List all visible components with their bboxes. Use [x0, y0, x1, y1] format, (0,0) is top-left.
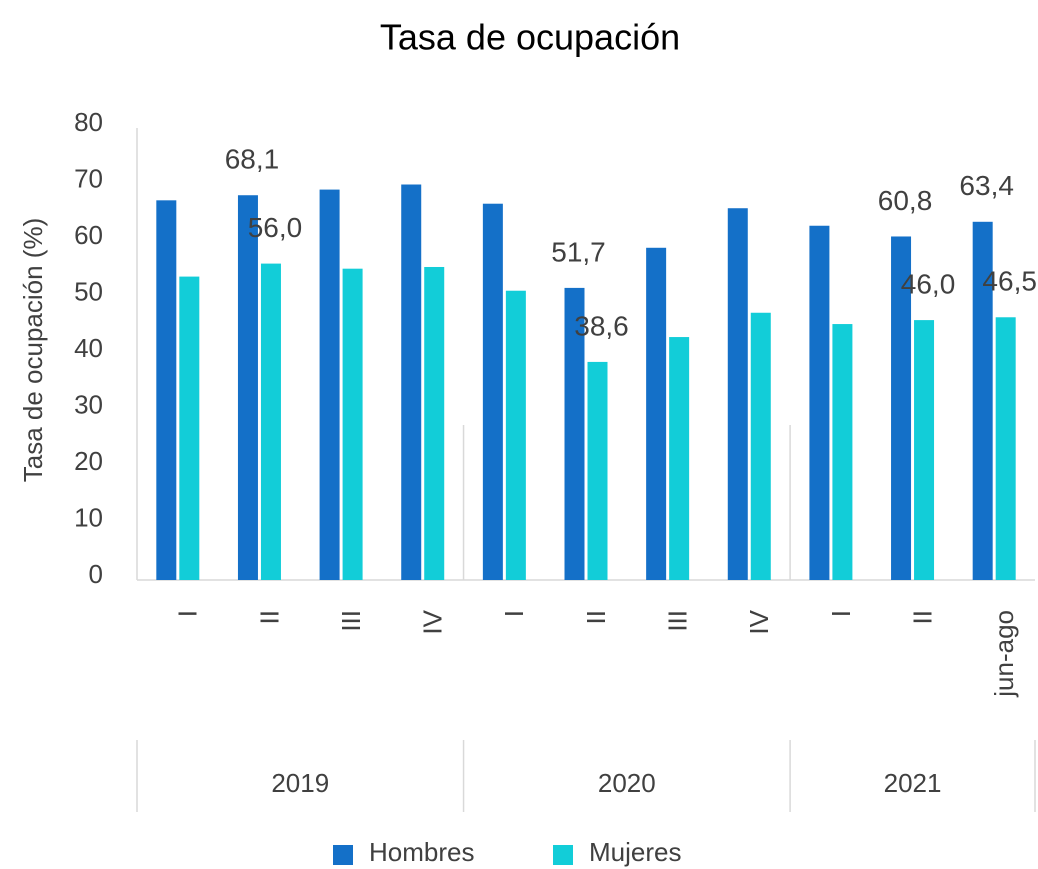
- x-tick-label: I: [173, 610, 203, 617]
- data-label: 56,0: [248, 212, 303, 243]
- y-tick-label: 10: [74, 502, 103, 532]
- y-tick-label: 60: [74, 220, 103, 250]
- x-tick-label: III: [663, 610, 693, 632]
- data-label: 51,7: [551, 236, 606, 267]
- x-tick-label: jun-ago: [989, 610, 1019, 698]
- bar: [482, 203, 503, 580]
- bar: [914, 320, 935, 580]
- x-tick-label: IV: [744, 609, 774, 634]
- legend-swatch: [333, 845, 353, 865]
- bar: [505, 290, 526, 580]
- y-tick-label: 20: [74, 446, 103, 476]
- bar: [750, 312, 771, 580]
- y-axis-label: Tasa de ocupación (%): [18, 218, 48, 482]
- legend-label: Mujeres: [589, 837, 681, 867]
- bar: [891, 236, 912, 581]
- bar: [646, 247, 667, 580]
- bar: [809, 225, 830, 580]
- bar: [669, 337, 690, 580]
- group-label: 2019: [271, 768, 329, 798]
- bar: [179, 276, 200, 580]
- y-tick-label: 0: [89, 559, 103, 589]
- bar: [995, 317, 1016, 580]
- bar: [342, 268, 363, 580]
- data-label: 38,6: [574, 310, 629, 341]
- bar: [727, 208, 748, 581]
- bar: [401, 184, 422, 580]
- x-tick-label: I: [826, 610, 856, 617]
- legend-swatch: [553, 845, 573, 865]
- bar: [972, 221, 993, 581]
- y-tick-label: 40: [74, 333, 103, 363]
- x-tick-label: II: [907, 610, 937, 624]
- y-tick-label: 80: [74, 107, 103, 137]
- data-label: 68,1: [225, 144, 280, 175]
- bar: [564, 287, 585, 580]
- legend-label: Hombres: [369, 837, 474, 867]
- data-label: 63,4: [959, 170, 1014, 201]
- x-tick-label: IV: [418, 609, 448, 634]
- bar: [832, 324, 853, 580]
- x-tick-label: II: [581, 610, 611, 624]
- data-label: 60,8: [878, 185, 933, 216]
- data-label: 46,5: [982, 266, 1037, 297]
- bar: [156, 200, 177, 580]
- chart-title: Tasa de ocupación: [380, 17, 680, 58]
- y-tick-label: 30: [74, 389, 103, 419]
- y-tick-label: 70: [74, 163, 103, 193]
- bar: [260, 263, 281, 580]
- data-label: 46,0: [901, 268, 956, 299]
- group-label: 2021: [884, 768, 942, 798]
- bar: [587, 361, 608, 580]
- bar: [319, 189, 340, 580]
- x-tick-label: I: [499, 610, 529, 617]
- group-label: 2020: [598, 768, 656, 798]
- x-tick-label: II: [254, 610, 284, 624]
- y-tick-label: 50: [74, 276, 103, 306]
- bar: [424, 266, 445, 580]
- bar: [237, 195, 258, 581]
- x-tick-label: III: [336, 610, 366, 632]
